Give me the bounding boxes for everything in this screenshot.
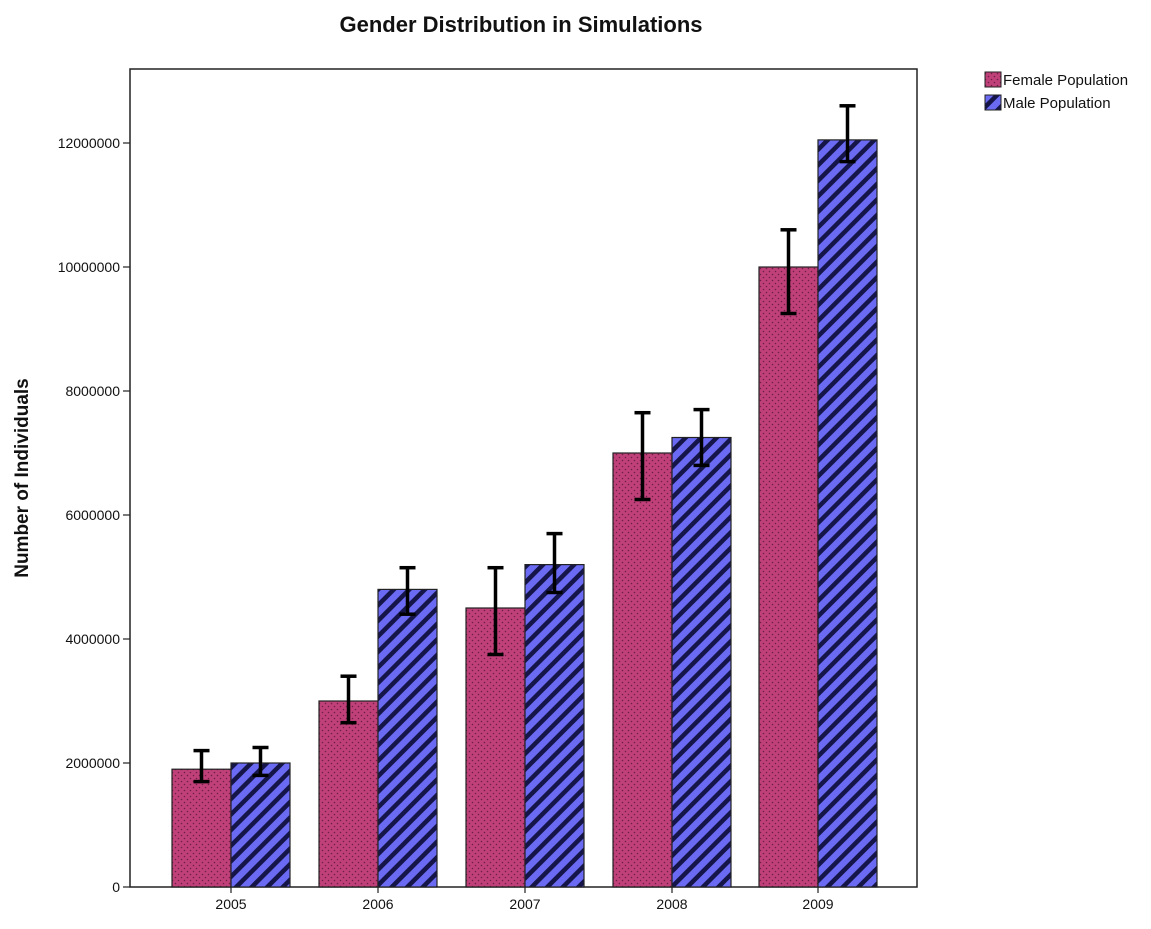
y-tick-label: 8000000 [65, 383, 120, 399]
error-bars-group [193, 104, 856, 784]
bar-male-2008 [671, 436, 732, 888]
legend-label-female: Female Population [1003, 72, 1128, 89]
bar-female-2008 [612, 452, 673, 888]
legend-swatch-female [984, 71, 1002, 88]
bar-male-2005 [230, 762, 291, 888]
x-axis-ticks: 2005 2006 2007 2008 2009 [215, 887, 834, 912]
y-axis-ticks: 0 2000000 4000000 6000000 8000000 10000000 120… [58, 135, 130, 895]
y-axis-label: Number of Individuals [12, 378, 33, 578]
legend-swatch-male [984, 94, 1002, 111]
x-tick-label: 2006 [362, 896, 393, 912]
y-tick-label: 4000000 [65, 631, 120, 647]
legend-label-male: Male Population [1003, 95, 1111, 112]
bar-female-2009 [758, 266, 819, 888]
x-tick-label: 2005 [215, 896, 246, 912]
chart-title: Gender Distribution in Simulations [339, 12, 702, 37]
y-tick-label: 2000000 [65, 755, 120, 771]
bar-male-2006 [377, 588, 438, 888]
x-tick-label: 2009 [802, 896, 833, 912]
x-tick-label: 2007 [509, 896, 540, 912]
bar-male-2007 [524, 563, 585, 888]
y-tick-label: 12000000 [58, 135, 121, 151]
x-tick-label: 2008 [656, 896, 687, 912]
legend: Female Population Male Population [984, 71, 1128, 112]
bar-female-2005 [171, 768, 232, 888]
bars-group [171, 139, 878, 888]
y-tick-label: 6000000 [65, 507, 120, 523]
y-tick-label: 10000000 [58, 259, 121, 275]
bar-male-2009 [817, 139, 878, 888]
y-tick-label: 0 [112, 879, 120, 895]
bar-female-2006 [318, 700, 379, 888]
